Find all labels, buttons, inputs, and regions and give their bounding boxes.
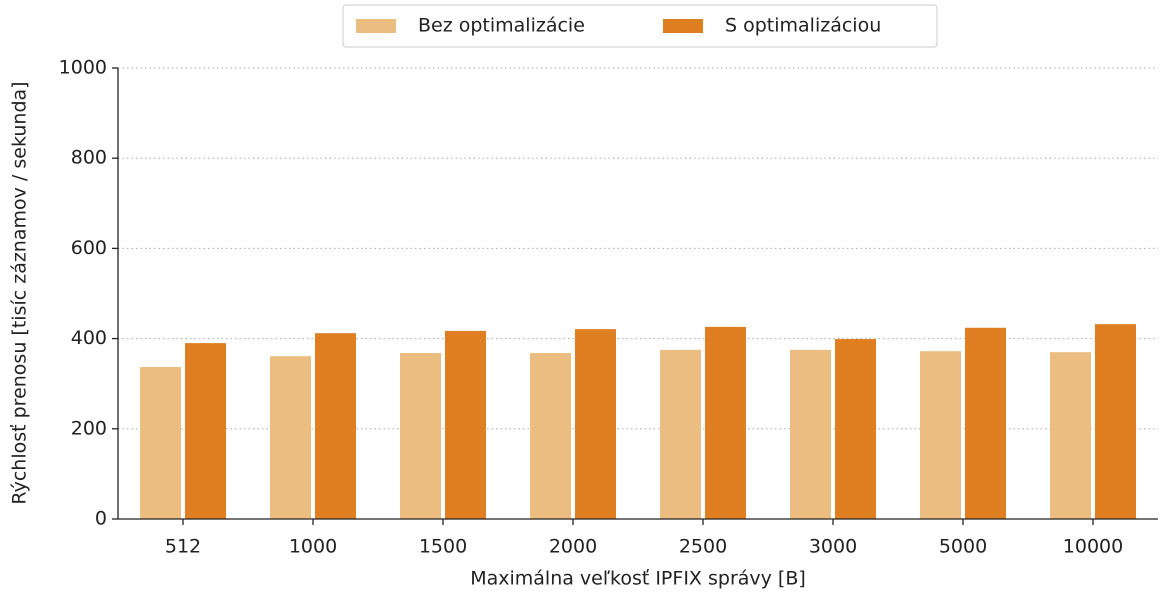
x-tick-label: 2500	[679, 536, 727, 558]
bar	[660, 349, 701, 519]
x-tick-label: 1000	[289, 536, 337, 558]
bar	[920, 351, 961, 519]
bar	[835, 339, 876, 519]
legend-swatch	[356, 19, 396, 33]
bar	[705, 326, 746, 519]
bar	[400, 353, 441, 519]
bar	[1050, 352, 1091, 519]
legend-box	[342, 4, 938, 48]
bar	[1095, 324, 1136, 519]
x-axis-label: Maximálna veľkosť IPFIX správy [B]	[470, 568, 806, 590]
y-tick-label: 400	[71, 327, 107, 349]
x-tick-label: 3000	[809, 536, 857, 558]
bar	[575, 329, 616, 519]
legend-label: S optimalizáciou	[725, 15, 881, 37]
bar	[790, 349, 831, 519]
y-axis-label: Rýchlosť prenosu [tisíc záznamov / sekun…	[9, 81, 31, 504]
legend-swatch	[663, 19, 703, 33]
x-tick-label: 2000	[549, 536, 597, 558]
y-tick-label: 1000	[59, 57, 107, 79]
x-tick-label: 5000	[939, 536, 987, 558]
y-tick-label: 600	[71, 237, 107, 259]
y-tick-label: 800	[71, 147, 107, 169]
x-tick-label: 10000	[1063, 536, 1123, 558]
bar	[445, 330, 486, 519]
bar	[315, 333, 356, 519]
x-tick-label: 512	[165, 536, 201, 558]
y-tick-label: 0	[95, 508, 107, 530]
bar	[270, 356, 311, 519]
bar	[530, 353, 571, 519]
bar	[185, 343, 226, 519]
bar	[140, 367, 181, 519]
x-tick-label: 1500	[419, 536, 467, 558]
legend-label: Bez optimalizácie	[418, 15, 585, 37]
bar	[965, 327, 1006, 519]
y-tick-label: 200	[71, 417, 107, 439]
